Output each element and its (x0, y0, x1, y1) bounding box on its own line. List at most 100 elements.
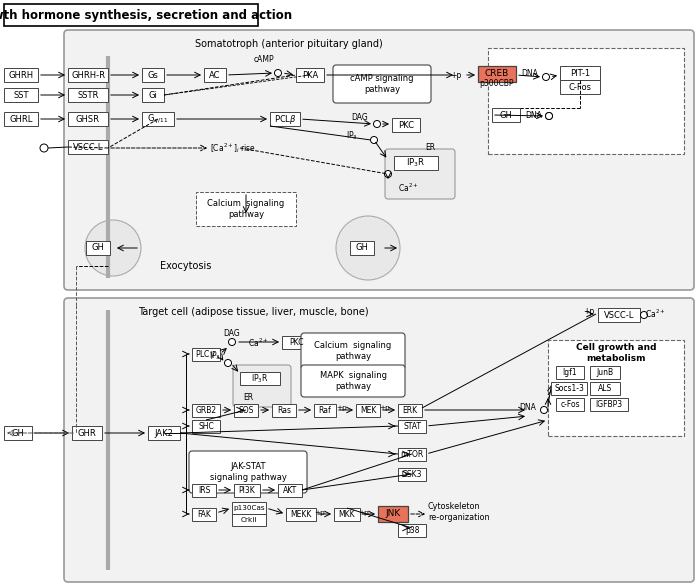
Bar (192, 348, 220, 361)
Text: GHRH: GHRH (8, 70, 34, 80)
Text: CREB: CREB (485, 70, 509, 79)
Text: Raf: Raf (318, 406, 332, 415)
Text: Igf1: Igf1 (563, 368, 577, 377)
Text: Somatotroph (anterior pituitary gland): Somatotroph (anterior pituitary gland) (195, 39, 383, 49)
Bar (192, 484, 216, 497)
Bar (4, 112, 38, 126)
Circle shape (546, 113, 553, 120)
Text: p130Cas: p130Cas (233, 505, 265, 511)
Bar (4, 426, 32, 440)
Text: +p: +p (583, 308, 594, 316)
Text: Growth hormone synthesis, secretion and action: Growth hormone synthesis, secretion and … (0, 9, 292, 22)
Bar (398, 524, 426, 537)
Bar (282, 336, 310, 349)
Text: Exocytosis: Exocytosis (160, 261, 211, 271)
Circle shape (274, 70, 281, 77)
Bar (278, 484, 302, 497)
Bar (68, 88, 108, 102)
Bar (334, 508, 360, 521)
Text: Socs1-3: Socs1-3 (554, 384, 584, 393)
Bar (590, 398, 628, 411)
Text: SSTR: SSTR (77, 90, 98, 100)
Text: DNA: DNA (519, 404, 537, 413)
Text: IP$_3$R: IP$_3$R (251, 372, 269, 385)
Bar (86, 241, 110, 255)
FancyBboxPatch shape (301, 333, 405, 369)
Text: Calcium  signaling
pathway: Calcium signaling pathway (207, 199, 285, 219)
Bar (560, 80, 600, 94)
Text: JAK2: JAK2 (154, 428, 173, 438)
Bar (4, 4, 258, 26)
Text: VSCC-L: VSCC-L (604, 311, 634, 319)
Text: IP$_3$: IP$_3$ (209, 350, 221, 362)
Bar (398, 420, 426, 433)
Circle shape (546, 113, 553, 120)
Text: Calcium  signaling
pathway: Calcium signaling pathway (314, 341, 392, 361)
Bar (378, 506, 408, 522)
Circle shape (40, 144, 48, 152)
Text: JAK-STAT
signaling pathway: JAK-STAT signaling pathway (209, 462, 286, 482)
FancyBboxPatch shape (189, 451, 307, 493)
Text: CrkII: CrkII (241, 517, 258, 523)
Text: DNA: DNA (521, 70, 538, 79)
Bar (232, 514, 266, 526)
Circle shape (540, 407, 547, 414)
Text: mTOR: mTOR (401, 450, 424, 459)
Text: GHRL: GHRL (9, 114, 33, 124)
Text: cAMP: cAMP (253, 56, 274, 64)
FancyBboxPatch shape (64, 30, 694, 290)
Text: p38: p38 (405, 526, 419, 535)
Text: MEK: MEK (359, 406, 376, 415)
Bar (196, 192, 296, 226)
Bar (488, 48, 684, 154)
Bar (234, 484, 260, 497)
Bar (598, 308, 640, 322)
Bar (192, 508, 216, 521)
Text: c-Fos: c-Fos (560, 400, 580, 409)
Text: GH: GH (12, 428, 24, 438)
Bar (590, 366, 620, 379)
Text: ALS: ALS (598, 384, 612, 393)
Text: SOS: SOS (238, 406, 253, 415)
Bar (240, 372, 280, 385)
Text: ER: ER (425, 144, 435, 152)
Bar (392, 118, 420, 132)
Text: PCL$\beta$: PCL$\beta$ (274, 113, 297, 125)
Text: GHSR: GHSR (76, 114, 100, 124)
Text: IRS: IRS (198, 486, 210, 495)
Bar (556, 398, 584, 411)
Text: Target cell (adipose tissue, liver, muscle, bone): Target cell (adipose tissue, liver, musc… (138, 307, 369, 317)
FancyBboxPatch shape (333, 65, 431, 103)
Text: GSK3: GSK3 (402, 470, 422, 479)
Text: GH: GH (500, 111, 512, 120)
Bar (394, 156, 438, 170)
Bar (68, 112, 108, 126)
Text: Gs: Gs (147, 70, 158, 80)
Text: SST: SST (13, 90, 29, 100)
Text: Ras: Ras (277, 406, 291, 415)
Bar (314, 404, 336, 417)
Circle shape (641, 312, 648, 319)
Bar (148, 426, 180, 440)
Bar (551, 382, 587, 395)
Text: +p: +p (380, 405, 390, 411)
Circle shape (85, 220, 141, 276)
Text: G$_{q/11}$: G$_{q/11}$ (147, 113, 168, 125)
Bar (398, 404, 422, 417)
Text: AC: AC (209, 70, 221, 80)
Text: DNA: DNA (526, 111, 542, 121)
Bar (142, 88, 164, 102)
Text: Ca$^{2+}$: Ca$^{2+}$ (398, 182, 419, 194)
Text: GH: GH (355, 244, 369, 253)
Bar (68, 68, 108, 82)
Bar (350, 241, 374, 255)
Bar (142, 112, 174, 126)
Bar (478, 66, 516, 82)
Text: PKA: PKA (302, 70, 318, 80)
Text: SHC: SHC (198, 422, 214, 431)
Circle shape (371, 137, 378, 144)
Bar (556, 366, 584, 379)
Bar (232, 502, 266, 514)
Bar (72, 426, 102, 440)
Bar (560, 66, 600, 80)
